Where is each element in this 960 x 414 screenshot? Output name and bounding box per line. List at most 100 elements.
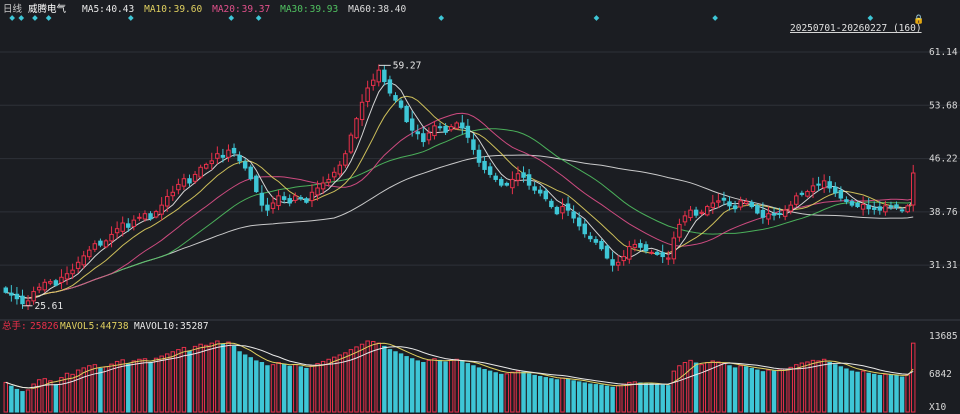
candle-down[interactable] bbox=[604, 245, 610, 259]
candle-up[interactable] bbox=[87, 249, 92, 258]
candle-up[interactable] bbox=[109, 233, 114, 242]
candle-down[interactable] bbox=[660, 252, 665, 258]
lock-icon[interactable]: 🔒 bbox=[913, 14, 924, 25]
candle-up[interactable] bbox=[805, 191, 810, 197]
candle-down[interactable] bbox=[855, 202, 860, 208]
candle-down[interactable] bbox=[53, 280, 59, 286]
candle-down[interactable] bbox=[888, 205, 894, 208]
event-marker-icon[interactable] bbox=[18, 15, 25, 21]
candle-down[interactable] bbox=[460, 122, 465, 129]
candle-up[interactable] bbox=[337, 164, 343, 175]
candle-up[interactable] bbox=[666, 257, 671, 260]
candle-down[interactable] bbox=[187, 178, 192, 184]
candle-down[interactable] bbox=[599, 240, 604, 250]
candle-down[interactable] bbox=[532, 186, 537, 191]
candle-down[interactable] bbox=[833, 186, 838, 194]
candle-down[interactable] bbox=[727, 201, 732, 207]
candle-up[interactable] bbox=[632, 243, 638, 248]
candle-down[interactable] bbox=[493, 175, 498, 180]
candle-down[interactable] bbox=[465, 125, 471, 138]
candle-up[interactable] bbox=[782, 209, 788, 217]
candle-down[interactable] bbox=[643, 244, 649, 252]
candle-down[interactable] bbox=[398, 100, 404, 108]
candle-up[interactable] bbox=[348, 134, 354, 153]
candle-up[interactable] bbox=[738, 200, 743, 208]
candle-down[interactable] bbox=[415, 131, 420, 135]
candle-up[interactable] bbox=[376, 69, 382, 83]
candle-up[interactable] bbox=[165, 196, 170, 207]
candle-down[interactable] bbox=[816, 183, 821, 186]
candle-down[interactable] bbox=[254, 175, 259, 193]
candle-up[interactable] bbox=[75, 261, 81, 269]
candle-up[interactable] bbox=[92, 243, 98, 250]
candle-up[interactable] bbox=[910, 172, 916, 206]
candle-down[interactable] bbox=[526, 174, 532, 186]
candle-down[interactable] bbox=[749, 201, 754, 208]
candle-up[interactable] bbox=[198, 166, 203, 178]
candle-up[interactable] bbox=[788, 204, 793, 212]
event-marker-icon[interactable] bbox=[593, 15, 600, 21]
candle-down[interactable] bbox=[799, 192, 805, 195]
candle-down[interactable] bbox=[565, 203, 571, 211]
candle-up[interactable] bbox=[36, 286, 42, 291]
candle-down[interactable] bbox=[543, 190, 549, 200]
candle-down[interactable] bbox=[732, 205, 738, 210]
candle-up[interactable] bbox=[743, 201, 749, 204]
candle-up[interactable] bbox=[821, 180, 827, 189]
candle-up[interactable] bbox=[120, 222, 125, 232]
candle-down[interactable] bbox=[504, 182, 510, 186]
candle-up[interactable] bbox=[114, 228, 120, 234]
candle-up[interactable] bbox=[883, 205, 888, 213]
candle-down[interactable] bbox=[220, 154, 226, 158]
candle-down[interactable] bbox=[242, 161, 248, 169]
candle-up[interactable] bbox=[70, 269, 75, 275]
candle-up[interactable] bbox=[426, 132, 432, 141]
candle-down[interactable] bbox=[877, 206, 883, 211]
candle-down[interactable] bbox=[777, 212, 782, 215]
candle-down[interactable] bbox=[866, 204, 871, 210]
candle-down[interactable] bbox=[404, 105, 409, 123]
candle-down[interactable] bbox=[298, 197, 304, 200]
candle-down[interactable] bbox=[409, 118, 415, 131]
candle-down[interactable] bbox=[771, 213, 777, 216]
candle-up[interactable] bbox=[766, 213, 771, 220]
candle-down[interactable] bbox=[304, 198, 309, 203]
candle-down[interactable] bbox=[521, 172, 526, 178]
candle-up[interactable] bbox=[42, 281, 47, 291]
candle-down[interactable] bbox=[471, 139, 476, 150]
candle-down[interactable] bbox=[844, 199, 849, 203]
candle-down[interactable] bbox=[894, 204, 899, 208]
candle-down[interactable] bbox=[576, 217, 582, 227]
candle-down[interactable] bbox=[610, 259, 615, 266]
candle-up[interactable] bbox=[276, 195, 281, 207]
candle-down[interactable] bbox=[9, 292, 14, 296]
candle-up[interactable] bbox=[203, 163, 209, 169]
candle-down[interactable] bbox=[382, 69, 387, 83]
candle-up[interactable] bbox=[153, 211, 159, 218]
candle-down[interactable] bbox=[421, 133, 426, 143]
candle-up[interactable] bbox=[621, 256, 626, 262]
candle-up[interactable] bbox=[810, 185, 816, 193]
candle-up[interactable] bbox=[677, 223, 682, 238]
candle-down[interactable] bbox=[755, 205, 760, 214]
candle-down[interactable] bbox=[126, 223, 131, 228]
candle-down[interactable] bbox=[582, 223, 587, 235]
candle-up[interactable] bbox=[448, 126, 454, 131]
candle-down[interactable] bbox=[443, 125, 448, 133]
candle-up[interactable] bbox=[309, 191, 315, 202]
candle-down[interactable] bbox=[838, 189, 844, 199]
candle-down[interactable] bbox=[3, 287, 9, 293]
candle-up[interactable] bbox=[649, 251, 654, 254]
candle-down[interactable] bbox=[760, 209, 766, 218]
candle-down[interactable] bbox=[588, 235, 593, 240]
candle-up[interactable] bbox=[359, 101, 365, 121]
candle-up[interactable] bbox=[688, 209, 693, 219]
candle-down[interactable] bbox=[872, 207, 877, 210]
candle-down[interactable] bbox=[849, 201, 855, 206]
candle-down[interactable] bbox=[899, 209, 905, 212]
candle-up[interactable] bbox=[176, 183, 181, 191]
candle-down[interactable] bbox=[487, 166, 493, 175]
candle-up[interactable] bbox=[320, 182, 326, 190]
event-marker-icon[interactable] bbox=[867, 15, 874, 21]
candle-up[interactable] bbox=[103, 240, 109, 248]
